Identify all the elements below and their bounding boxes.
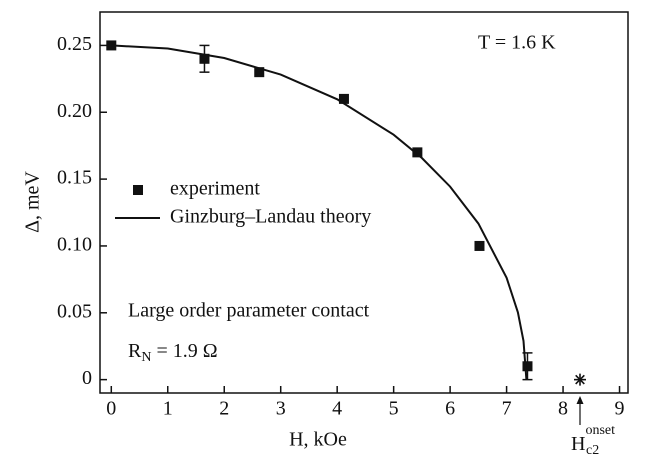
y-tick-label: 0.10	[57, 234, 92, 256]
x-axis-label: H, kOe	[289, 429, 347, 451]
resistance-sub: N	[141, 350, 151, 365]
y-tick-label: 0.25	[57, 33, 92, 55]
data-point	[199, 53, 210, 64]
data-point	[522, 361, 533, 372]
legend-label: Ginzburg–Landau theory	[170, 206, 371, 228]
x-tick-label: 9	[615, 398, 625, 420]
resistance-label: RN = 1.9 Ω	[128, 340, 218, 366]
legend-marker	[133, 185, 143, 195]
x-tick-label: 2	[219, 398, 229, 420]
x-tick-label: 8	[558, 398, 568, 420]
x-tick-label: 3	[276, 398, 286, 420]
data-point	[474, 240, 485, 251]
resistance-rest: = 1.9 Ω	[151, 340, 217, 362]
star-arm	[575, 374, 585, 385]
plot-frame	[99, 11, 629, 394]
x-tick-label: 1	[163, 398, 173, 420]
y-tick-label: 0	[82, 367, 92, 389]
x-tick-label: 0	[106, 398, 116, 420]
x-tick-label: 5	[389, 398, 399, 420]
data-point	[254, 67, 265, 78]
y-tick-label: 0.05	[57, 300, 92, 322]
legend-label: experiment	[170, 178, 260, 200]
onset-sup: onset	[585, 423, 615, 438]
onset-sub: c2	[586, 443, 599, 458]
contact-label: Large order parameter contact	[128, 300, 370, 322]
y-tick-label: 0.20	[57, 100, 92, 122]
y-tick-label: 0.15	[57, 167, 92, 189]
data-point	[106, 40, 117, 51]
temperature-label: T = 1.6 K	[478, 32, 556, 54]
data-point	[412, 147, 423, 158]
theory-curve	[111, 44, 528, 380]
data-point	[338, 93, 349, 104]
onset-label: Honset c2	[571, 423, 615, 458]
x-tick-label: 7	[502, 398, 512, 420]
x-tick-label: 6	[445, 398, 455, 420]
y-axis-label: Δ, meV	[22, 171, 44, 233]
resistance-main: R	[128, 340, 142, 362]
onset-arrowhead	[576, 396, 584, 404]
x-tick-label: 4	[332, 398, 342, 420]
onset-main: H	[571, 433, 585, 455]
onset-marker	[574, 373, 586, 386]
